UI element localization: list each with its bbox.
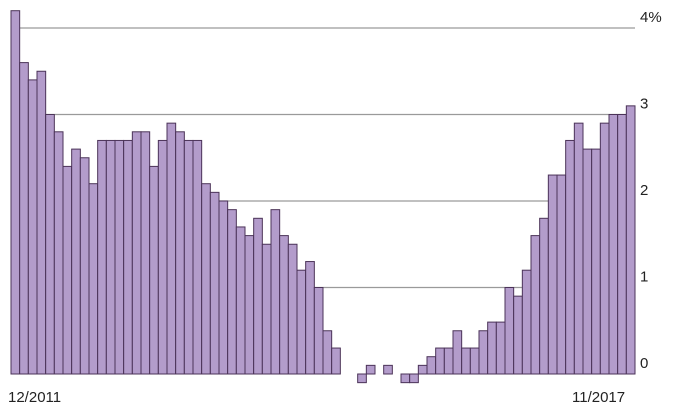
bar xyxy=(166,122,177,375)
bar xyxy=(201,183,211,375)
y-tick-label: 3 xyxy=(640,96,648,113)
bar xyxy=(27,79,38,375)
bar xyxy=(478,330,489,375)
bar xyxy=(62,165,73,375)
bar xyxy=(400,373,411,384)
bar xyxy=(296,269,307,375)
bar xyxy=(443,347,454,375)
bar xyxy=(608,114,619,375)
bar xyxy=(357,373,367,384)
bar xyxy=(305,261,315,375)
bar xyxy=(487,321,497,375)
bar xyxy=(556,174,567,375)
bar xyxy=(591,148,601,375)
x-axis-end-label: 11/2017 xyxy=(572,389,625,405)
bar xyxy=(227,209,237,375)
bar xyxy=(105,139,116,375)
bar xyxy=(270,209,281,375)
bar xyxy=(599,122,610,375)
bar xyxy=(253,217,263,375)
bar xyxy=(409,373,419,384)
bar xyxy=(19,62,29,375)
bar xyxy=(565,139,575,375)
bar xyxy=(582,148,593,375)
bar xyxy=(209,191,220,375)
bar xyxy=(235,226,246,375)
bar xyxy=(495,321,506,375)
bar xyxy=(123,139,133,375)
bar xyxy=(88,183,99,375)
bar xyxy=(71,148,81,375)
bar xyxy=(617,114,627,375)
y-tick-label: 1 xyxy=(640,269,648,286)
bar xyxy=(461,347,471,375)
bar xyxy=(79,157,90,375)
bar xyxy=(192,139,203,375)
bar xyxy=(331,347,341,375)
bar xyxy=(365,364,376,375)
bar xyxy=(45,114,55,375)
bar xyxy=(435,347,445,375)
bar xyxy=(279,235,289,375)
bar xyxy=(313,287,324,375)
bar xyxy=(157,139,168,375)
bar xyxy=(244,235,255,375)
bar xyxy=(53,131,64,375)
bar xyxy=(521,269,532,375)
y-tick-label: 2 xyxy=(640,182,648,199)
bar xyxy=(97,139,107,375)
bar xyxy=(573,122,584,375)
bar xyxy=(261,243,272,375)
bar xyxy=(140,131,151,375)
bar xyxy=(287,243,298,375)
bar xyxy=(218,200,229,375)
y-axis-tick-labels: 0 1 2 3 4% xyxy=(640,9,662,372)
bar xyxy=(625,105,636,375)
y-tick-label: 4% xyxy=(640,9,662,26)
bar xyxy=(539,217,549,375)
x-axis-start-label: 12/2011 xyxy=(8,389,61,405)
y-tick-label: 0 xyxy=(640,355,648,372)
bar xyxy=(513,295,523,375)
bar xyxy=(452,330,463,375)
bar xyxy=(131,131,142,375)
bar xyxy=(469,347,480,375)
bars xyxy=(10,10,636,384)
bar xyxy=(383,364,393,375)
bar xyxy=(547,174,558,375)
bar xyxy=(36,70,47,375)
bar xyxy=(322,330,333,375)
bar xyxy=(417,364,428,375)
bar xyxy=(504,287,515,375)
bar xyxy=(10,10,21,375)
bar xyxy=(426,356,437,375)
bar xyxy=(183,139,194,375)
bar xyxy=(114,139,125,375)
bar xyxy=(175,131,185,375)
bar xyxy=(530,235,541,375)
bar xyxy=(149,165,159,375)
